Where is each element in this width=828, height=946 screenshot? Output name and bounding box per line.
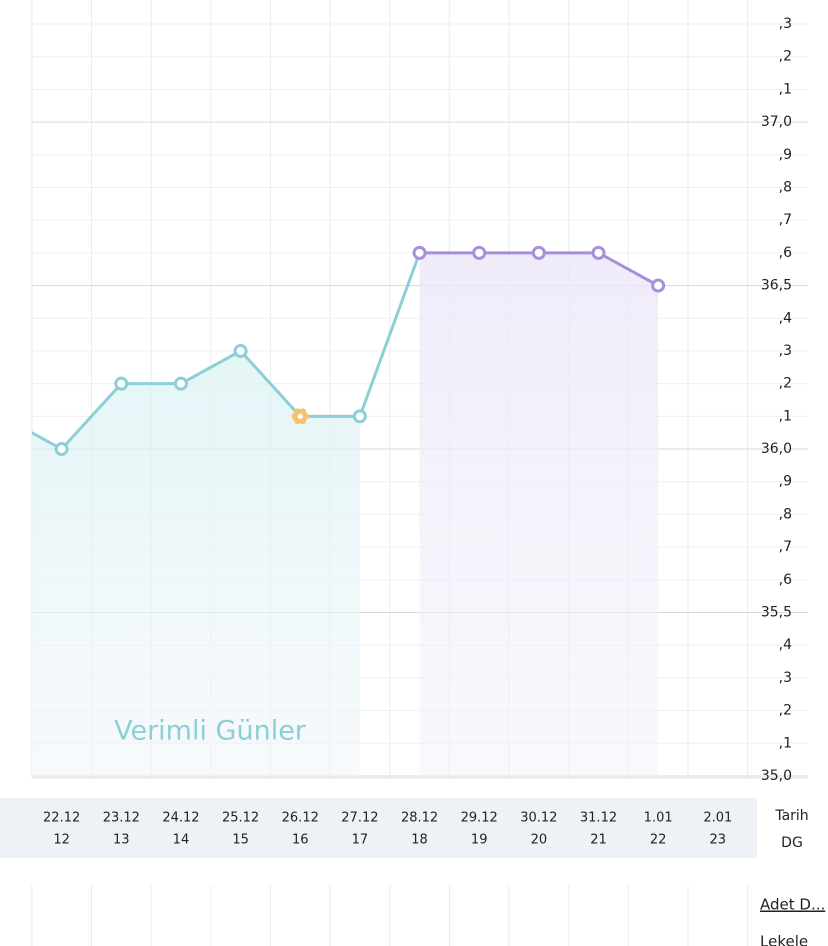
x-tick-label: 23.12 bbox=[103, 811, 140, 826]
marker bbox=[352, 409, 367, 424]
line-segment bbox=[179, 349, 243, 386]
area bbox=[32, 350, 360, 776]
marker bbox=[472, 245, 487, 260]
petal bbox=[294, 408, 302, 416]
marker-flower bbox=[291, 408, 309, 425]
line-segment bbox=[597, 251, 660, 288]
line-segment bbox=[358, 251, 422, 418]
cycle-day-label: 16 bbox=[292, 833, 309, 848]
y-tick-label: ,8 bbox=[779, 179, 792, 195]
x-tick-label: 27.12 bbox=[341, 811, 378, 826]
cycle-day-label: 17 bbox=[352, 833, 369, 848]
y-tick-label: ,1 bbox=[779, 81, 792, 97]
y-tick-label: ,9 bbox=[779, 474, 792, 490]
petal bbox=[299, 408, 307, 416]
marker bbox=[173, 376, 188, 391]
y-tick-label: 36,5 bbox=[761, 278, 792, 294]
cycle-day-label: 14 bbox=[173, 833, 190, 848]
plot bbox=[0, 245, 666, 776]
cycle-day-label: 15 bbox=[232, 833, 249, 848]
marker bbox=[591, 245, 606, 260]
y-tick-label: ,1 bbox=[779, 408, 792, 424]
marker bbox=[531, 245, 546, 260]
y-tick-label: ,2 bbox=[779, 49, 792, 65]
footer-link[interactable]: Adet D... bbox=[760, 896, 825, 914]
y-tick-label: ,4 bbox=[779, 310, 792, 326]
y-tick-label: 37,0 bbox=[761, 114, 792, 130]
row-label: Tarih bbox=[774, 808, 808, 824]
petal bbox=[299, 417, 307, 425]
flower-center bbox=[297, 413, 303, 419]
y-tick-label: ,8 bbox=[779, 506, 792, 522]
marker bbox=[412, 245, 427, 260]
y-tick-label: ,3 bbox=[779, 670, 792, 686]
cycle-day-label: 13 bbox=[113, 833, 130, 848]
line-segment bbox=[60, 382, 123, 451]
x-tick-label: 30.12 bbox=[520, 811, 557, 826]
y-tick-label: ,6 bbox=[779, 572, 792, 588]
y-tick-label: 36,0 bbox=[761, 441, 792, 457]
x-tick-label: 26.12 bbox=[282, 811, 319, 826]
x-tick-label: 29.12 bbox=[461, 811, 498, 826]
cycle-day-label: 12 bbox=[53, 833, 70, 848]
y-tick-label: 35,0 bbox=[761, 768, 792, 784]
x-tick-label: 2.01 bbox=[703, 811, 732, 826]
y-tick-label: ,3 bbox=[779, 16, 792, 32]
footer-label: Lekele bbox=[760, 933, 808, 946]
date-strip bbox=[0, 798, 757, 858]
x-tick-label: 22.12 bbox=[43, 811, 80, 826]
y-tick-label: ,7 bbox=[779, 539, 792, 555]
cycle-day-label: 19 bbox=[471, 833, 488, 848]
cycle-day-label: 23 bbox=[710, 833, 727, 848]
y-tick-label: ,1 bbox=[779, 735, 792, 751]
marker bbox=[54, 442, 69, 457]
y-tick-label: ,7 bbox=[779, 212, 792, 228]
y-tick-label: ,2 bbox=[779, 703, 792, 719]
line-segment bbox=[32, 431, 64, 451]
x-tick-label: 31.12 bbox=[580, 811, 617, 826]
marker bbox=[114, 376, 129, 391]
y-tick-label: ,3 bbox=[779, 343, 792, 359]
line-segment bbox=[239, 349, 302, 418]
y-tick-label: 35,5 bbox=[761, 605, 792, 621]
marker bbox=[0, 411, 8, 422]
y-tick-label: ,2 bbox=[779, 376, 792, 392]
cycle-day-label: 21 bbox=[590, 833, 607, 848]
y-tick-label: ,9 bbox=[779, 147, 792, 163]
x-tick-label: 24.12 bbox=[162, 811, 199, 826]
x-tick-label: 1.01 bbox=[644, 811, 673, 826]
area bbox=[419, 252, 659, 776]
cycle-day-label: 20 bbox=[531, 833, 548, 848]
x-tick-label: 25.12 bbox=[222, 811, 259, 826]
cycle-day-label: 22 bbox=[650, 833, 667, 848]
y-tick-label: ,4 bbox=[779, 637, 792, 653]
marker bbox=[233, 343, 248, 358]
annotation: Verimli Günler bbox=[114, 716, 307, 747]
x-tick-label: 28.12 bbox=[401, 811, 438, 826]
cycle-day-label: 18 bbox=[411, 833, 428, 848]
row-label: DG bbox=[781, 835, 803, 851]
marker bbox=[651, 278, 666, 293]
y-tick-label: ,6 bbox=[779, 245, 792, 261]
